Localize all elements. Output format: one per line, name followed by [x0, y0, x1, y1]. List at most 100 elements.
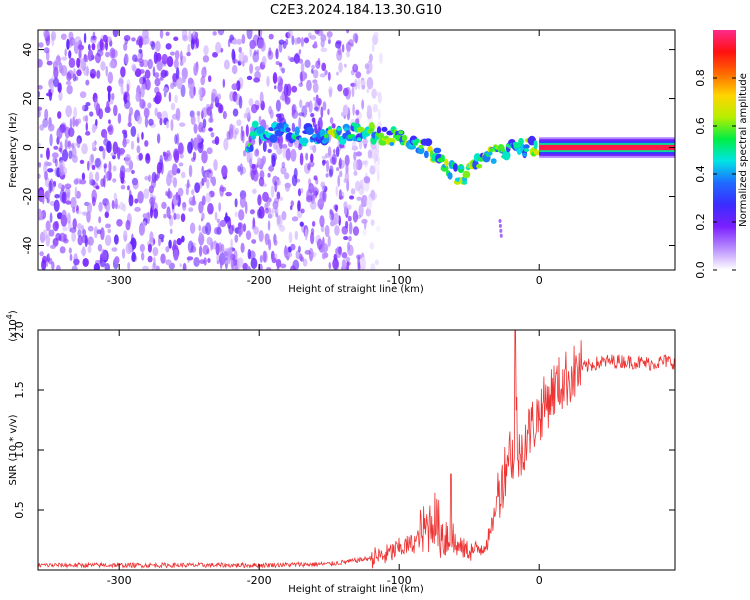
spectrogram-cell	[79, 91, 87, 99]
spectrogram-cell	[367, 208, 372, 217]
colorbar-ticks: 0.0 0.2 0.4 0.6 0.8	[694, 69, 736, 279]
spectrogram-cell	[202, 68, 206, 74]
spectrogram-cell	[54, 193, 60, 199]
spectrogram-cell	[319, 73, 327, 78]
spectrogram-cell	[373, 146, 377, 153]
spectrogram-cell	[77, 229, 82, 238]
spectrogram-cell	[131, 170, 135, 175]
spectrogram-cell	[169, 228, 173, 234]
spectrogram-cell	[53, 66, 59, 79]
signal-cell	[343, 127, 349, 132]
spectrogram-cell	[40, 212, 44, 219]
signal-cell	[533, 140, 538, 150]
spectrogram-cell	[98, 216, 102, 224]
spectrogram-cell	[91, 189, 97, 203]
spectrogram-cell	[377, 155, 380, 166]
spectrogram-cell	[234, 211, 238, 218]
spectrogram-cell	[101, 250, 108, 261]
spectrogram-cell	[38, 85, 43, 90]
spectrogram-cell	[39, 124, 45, 131]
snr-series-line	[38, 330, 675, 569]
spectrogram-cell	[147, 255, 153, 263]
spectrogram-cell	[256, 208, 262, 219]
spectrogram-cell	[190, 39, 195, 50]
spectrogram-cell	[354, 78, 358, 90]
spectrogram-cell	[267, 220, 271, 231]
spectrogram-cell	[268, 105, 272, 115]
spectrogram-cell	[239, 163, 244, 176]
spectrogram-cell	[154, 77, 161, 87]
spectrogram-cell	[312, 144, 317, 154]
spectrogram-cell	[38, 106, 43, 111]
spectrogram-cell	[98, 201, 103, 212]
spectrogram-cell	[369, 242, 375, 250]
spectrogram-cell	[278, 62, 283, 67]
spectrogram-cell	[111, 247, 118, 252]
snr-multiplier-close: )	[8, 310, 19, 314]
spectrogram-cell	[147, 102, 152, 109]
spectrogram-cell	[219, 184, 224, 197]
spectrogram-cell	[161, 201, 167, 210]
spectrogram-cell	[322, 244, 328, 254]
spectrogram-cell	[231, 39, 239, 45]
spectrogram-cell	[165, 31, 170, 37]
spectrogram-cell	[89, 111, 94, 117]
spectrogram-cell	[275, 212, 279, 218]
signal-cell	[453, 163, 458, 172]
spectrogram-cell	[373, 36, 378, 45]
signal-cell	[522, 152, 528, 157]
spectrogram-cell	[498, 223, 502, 228]
spectrogram-cell	[93, 226, 98, 239]
spectrogram-cell	[348, 221, 353, 235]
spectrogram-cell	[335, 246, 342, 259]
spectrogram-cell	[52, 59, 60, 70]
spectrogram-cell	[134, 198, 139, 204]
spectrogram-cell	[361, 161, 367, 166]
spectrogram-cell	[106, 140, 112, 154]
spectrogram-cell	[143, 188, 150, 200]
spectrogram-cell	[359, 179, 364, 190]
spectrogram-cell	[112, 30, 119, 38]
spectrogram-cell	[55, 55, 61, 66]
spectrogram-cell	[95, 185, 100, 190]
signal-cell	[256, 125, 266, 135]
spectrogram-cell	[275, 48, 279, 60]
spectrogram-cell	[67, 140, 72, 150]
spectrogram-cell	[279, 196, 283, 201]
spectrogram-cell	[120, 176, 125, 184]
spectrogram-cell	[374, 259, 379, 266]
signal-cell	[478, 157, 484, 162]
spectrogram-cell	[373, 31, 379, 38]
spectrogram-cell	[312, 69, 319, 79]
spectrogram-cell	[376, 169, 380, 182]
spectrogram-cell	[126, 83, 130, 94]
spectrogram-cell	[58, 147, 62, 152]
spectrogram-cell	[287, 252, 293, 258]
spectrogram-cell	[346, 204, 352, 211]
spectrogram-cell	[77, 222, 82, 230]
spectrogram-cell	[212, 31, 217, 36]
snr-panel: -300 -200 -100 0 0.5 1.0 1.5 2.0 Height of stra…	[5, 310, 676, 595]
spectrogram-cell	[94, 171, 100, 182]
spectrogram-cell	[211, 92, 216, 103]
spectrogram-cell	[320, 34, 327, 42]
spectrogram-cell	[142, 213, 149, 219]
spectrogram-cell	[59, 163, 64, 177]
spectrogram-cell	[72, 73, 77, 82]
spectrogram-cell	[192, 151, 197, 160]
spectrogram-cell	[206, 168, 213, 179]
spectrogram-cell	[232, 129, 238, 140]
spectrogram-cell	[69, 37, 76, 46]
spectrogram-cell	[373, 162, 380, 172]
spectrogram-cell	[370, 219, 375, 226]
spectrogram-cell	[360, 257, 367, 269]
colorbar-tick-label: 0.6	[694, 117, 707, 135]
spectrogram-cell	[148, 174, 151, 183]
spectrogram-cell	[284, 182, 292, 189]
spectrogram-cell	[299, 152, 304, 166]
spectrogram-cell	[259, 170, 265, 180]
signal-cell	[369, 128, 375, 133]
spectrogram-cell	[51, 152, 59, 159]
spectrogram-cell	[320, 47, 328, 53]
spectrogram-cell	[219, 219, 227, 228]
